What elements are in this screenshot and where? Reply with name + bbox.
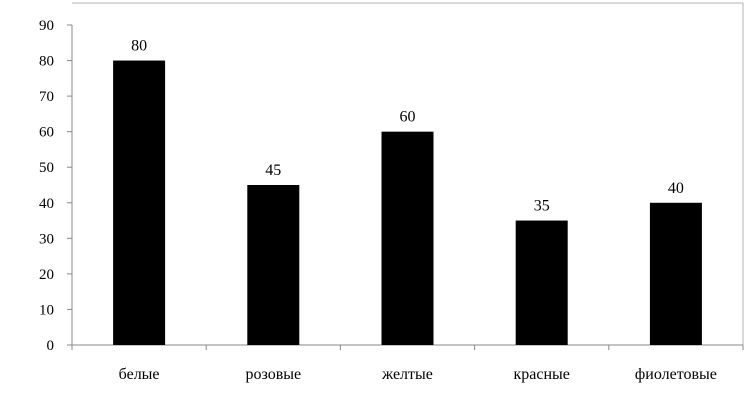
category-label-3: желтые bbox=[381, 366, 433, 383]
bars bbox=[113, 60, 702, 346]
y-tick-label: 60 bbox=[39, 125, 54, 141]
data-label-3: 60 bbox=[400, 109, 416, 126]
data-label-2: 45 bbox=[265, 162, 281, 179]
data-label-1: 80 bbox=[131, 38, 147, 55]
y-tick-label: 10 bbox=[39, 302, 54, 318]
y-tick-label: 90 bbox=[39, 18, 54, 34]
data-label-5: 40 bbox=[668, 180, 684, 197]
y-tick-label: 20 bbox=[39, 267, 54, 283]
bar-1 bbox=[113, 60, 166, 346]
data-labels: 80 45 60 35 40 bbox=[131, 38, 684, 215]
bar-4 bbox=[515, 220, 568, 345]
category-label-5: фиолетовые bbox=[635, 366, 717, 383]
y-tick-label: 80 bbox=[39, 54, 54, 70]
bar-5 bbox=[649, 202, 702, 345]
category-label-2: розовые bbox=[245, 366, 301, 383]
category-label-4: красные bbox=[514, 366, 570, 383]
bar-2 bbox=[247, 185, 300, 345]
y-tick-label: 40 bbox=[39, 196, 54, 212]
y-tick-label: 70 bbox=[39, 89, 54, 105]
y-tick-label: 50 bbox=[39, 160, 54, 176]
data-label-4: 35 bbox=[534, 198, 550, 215]
bar-3 bbox=[381, 131, 434, 345]
category-labels: белые розовые желтые красные фиолетовые bbox=[119, 366, 717, 383]
category-label-1: белые bbox=[119, 366, 160, 383]
x-axis bbox=[71, 344, 744, 350]
y-tick-label: 30 bbox=[39, 231, 54, 247]
y-axis: 0 10 20 30 40 50 60 70 80 90 bbox=[39, 18, 73, 354]
y-tick-label: 0 bbox=[47, 338, 55, 354]
